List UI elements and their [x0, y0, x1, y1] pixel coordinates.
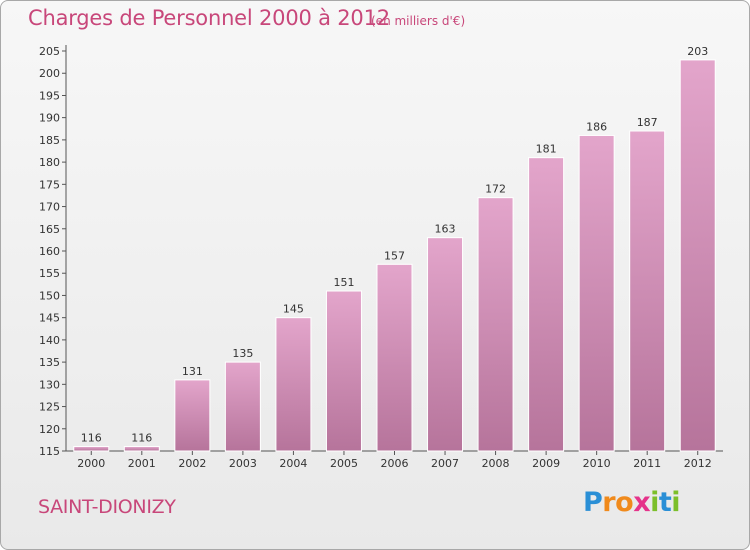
bar — [427, 237, 464, 452]
x-tick-label: 2001 — [128, 457, 156, 470]
x-tick-label: 2012 — [684, 457, 712, 470]
bar — [275, 317, 312, 452]
x-tick-label: 2002 — [178, 457, 206, 470]
y-tick-label: 145 — [39, 312, 60, 325]
proxiti-logo: Proxiti — [583, 487, 681, 518]
bar — [174, 379, 211, 452]
y-tick-label: 185 — [39, 134, 60, 147]
data-label: 157 — [384, 249, 405, 262]
data-label: 172 — [485, 183, 506, 196]
x-tick-label: 2011 — [633, 457, 661, 470]
bar — [73, 446, 110, 452]
chart-title: Charges de Personnel 2000 à 2012 — [28, 6, 390, 30]
bar — [477, 197, 514, 452]
logo-letter: P — [583, 487, 603, 518]
y-tick-label: 125 — [39, 401, 60, 414]
data-label: 163 — [435, 223, 456, 236]
y-tick-label: 120 — [39, 423, 60, 436]
x-tick-label: 2007 — [431, 457, 459, 470]
x-tick-label: 2008 — [482, 457, 510, 470]
chart-subtitle: (en milliers d'€) — [371, 14, 466, 28]
y-tick-label: 140 — [39, 334, 60, 347]
data-label: 116 — [131, 432, 152, 445]
y-tick-label: 165 — [39, 223, 60, 236]
bar — [629, 130, 666, 452]
logo-letter: o — [615, 487, 634, 518]
bar — [679, 59, 716, 452]
y-tick-label: 135 — [39, 356, 60, 369]
x-tick-label: 2006 — [381, 457, 409, 470]
x-tick-label: 2010 — [583, 457, 611, 470]
x-tick-label: 2004 — [279, 457, 307, 470]
logo-letter: x — [633, 487, 651, 518]
y-tick-label: 150 — [39, 289, 60, 302]
data-label: 187 — [637, 116, 658, 129]
logo-letter: i — [671, 487, 681, 518]
x-tick-label: 2003 — [229, 457, 257, 470]
y-tick-label: 170 — [39, 201, 60, 214]
logo-letter: i — [650, 487, 659, 518]
town-name: SAINT-DIONIZY — [38, 496, 176, 518]
y-tick-label: 205 — [39, 45, 60, 58]
x-tick-label: 2005 — [330, 457, 358, 470]
y-tick-label: 190 — [39, 112, 60, 125]
y-tick-label: 160 — [39, 245, 60, 258]
y-tick-label: 115 — [39, 445, 60, 458]
logo-letter: r — [602, 487, 616, 518]
y-tick-label: 175 — [39, 178, 60, 191]
data-label: 181 — [536, 143, 557, 156]
data-label: 131 — [182, 365, 203, 378]
bar — [123, 446, 160, 452]
x-tick-label: 2009 — [532, 457, 560, 470]
data-label: 145 — [283, 303, 304, 316]
x-tick-label: 2000 — [77, 457, 105, 470]
data-label: 186 — [586, 120, 607, 133]
bar — [578, 134, 615, 452]
y-tick-label: 155 — [39, 267, 60, 280]
data-label: 116 — [81, 432, 102, 445]
data-label: 203 — [687, 45, 708, 58]
bar — [224, 361, 261, 452]
data-label: 151 — [333, 276, 354, 289]
bar — [325, 290, 362, 452]
y-tick-label: 180 — [39, 156, 60, 169]
y-tick-label: 130 — [39, 378, 60, 391]
bar — [376, 263, 413, 452]
data-label: 135 — [232, 347, 253, 360]
y-tick-label: 195 — [39, 89, 60, 102]
logo-letter: t — [658, 487, 672, 518]
y-tick-label: 200 — [39, 67, 60, 80]
bar — [528, 157, 565, 452]
